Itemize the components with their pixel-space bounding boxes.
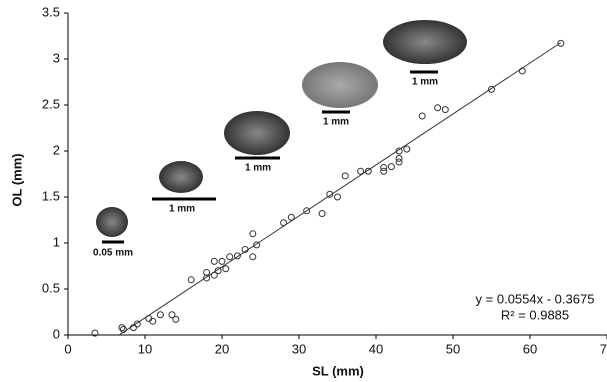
y-tick-label: 3 — [53, 50, 60, 65]
point — [558, 40, 564, 46]
otolith-image — [383, 20, 467, 64]
y-tick-label: 2.5 — [42, 96, 60, 111]
point — [188, 277, 194, 283]
point — [419, 113, 425, 119]
point — [442, 107, 448, 113]
point — [281, 220, 287, 226]
point — [396, 155, 402, 161]
y-tick-label: 1.5 — [42, 188, 60, 203]
scale-label: 1 mm — [169, 204, 195, 215]
y-tick-label: 3.5 — [42, 4, 60, 19]
x-axis-title: SL (mm) — [312, 363, 364, 378]
x-tick-label: 20 — [215, 341, 229, 356]
otolith-images: 0.05 mm 1 mm 1 mm 1 mm 1 mm — [93, 20, 467, 259]
point — [250, 231, 256, 237]
otolith-image — [96, 207, 128, 237]
scale-label: 0.05 mm — [93, 248, 133, 259]
y-tick-label: 1 — [53, 234, 60, 249]
y-tick-label: 0.5 — [42, 280, 60, 295]
point — [173, 316, 179, 322]
chart: 0.05 mm 1 mm 1 mm 1 mm 1 mm SL (mm) OL (… — [0, 0, 607, 382]
x-tick-label: 0 — [64, 341, 71, 356]
point — [119, 325, 125, 331]
point — [435, 105, 441, 111]
point — [381, 165, 387, 171]
point — [519, 68, 525, 74]
x-tick-label: 50 — [446, 341, 460, 356]
scale-label: 1 mm — [323, 117, 349, 128]
point — [227, 254, 233, 260]
point — [219, 258, 225, 264]
y-tick-label: 2 — [53, 142, 60, 157]
point — [404, 146, 410, 152]
point — [388, 164, 394, 170]
trendline-equation: y = 0.0554x - 0.3675 — [476, 291, 595, 306]
y-tick-label: 0 — [53, 326, 60, 341]
x-tick-label: 60 — [523, 341, 537, 356]
x-tick-label: 70 — [600, 341, 607, 356]
x-tick-label: 30 — [292, 341, 306, 356]
point — [211, 258, 217, 264]
x-tick-label: 10 — [138, 341, 152, 356]
y-axis-title: OL (mm) — [9, 153, 24, 206]
point — [358, 168, 364, 174]
x-tick-label: 40 — [369, 341, 383, 356]
scale-label: 1 mm — [245, 163, 271, 174]
point — [157, 312, 163, 318]
otolith-image — [224, 111, 290, 155]
trendline-r2: R² = 0.9885 — [501, 307, 569, 322]
point — [342, 173, 348, 179]
point — [223, 266, 229, 272]
point — [319, 211, 325, 217]
point — [250, 254, 256, 260]
point — [335, 194, 341, 200]
scale-label: 1 mm — [412, 77, 438, 88]
otolith-image — [159, 161, 203, 193]
point — [288, 214, 294, 220]
otolith-image — [302, 62, 378, 108]
